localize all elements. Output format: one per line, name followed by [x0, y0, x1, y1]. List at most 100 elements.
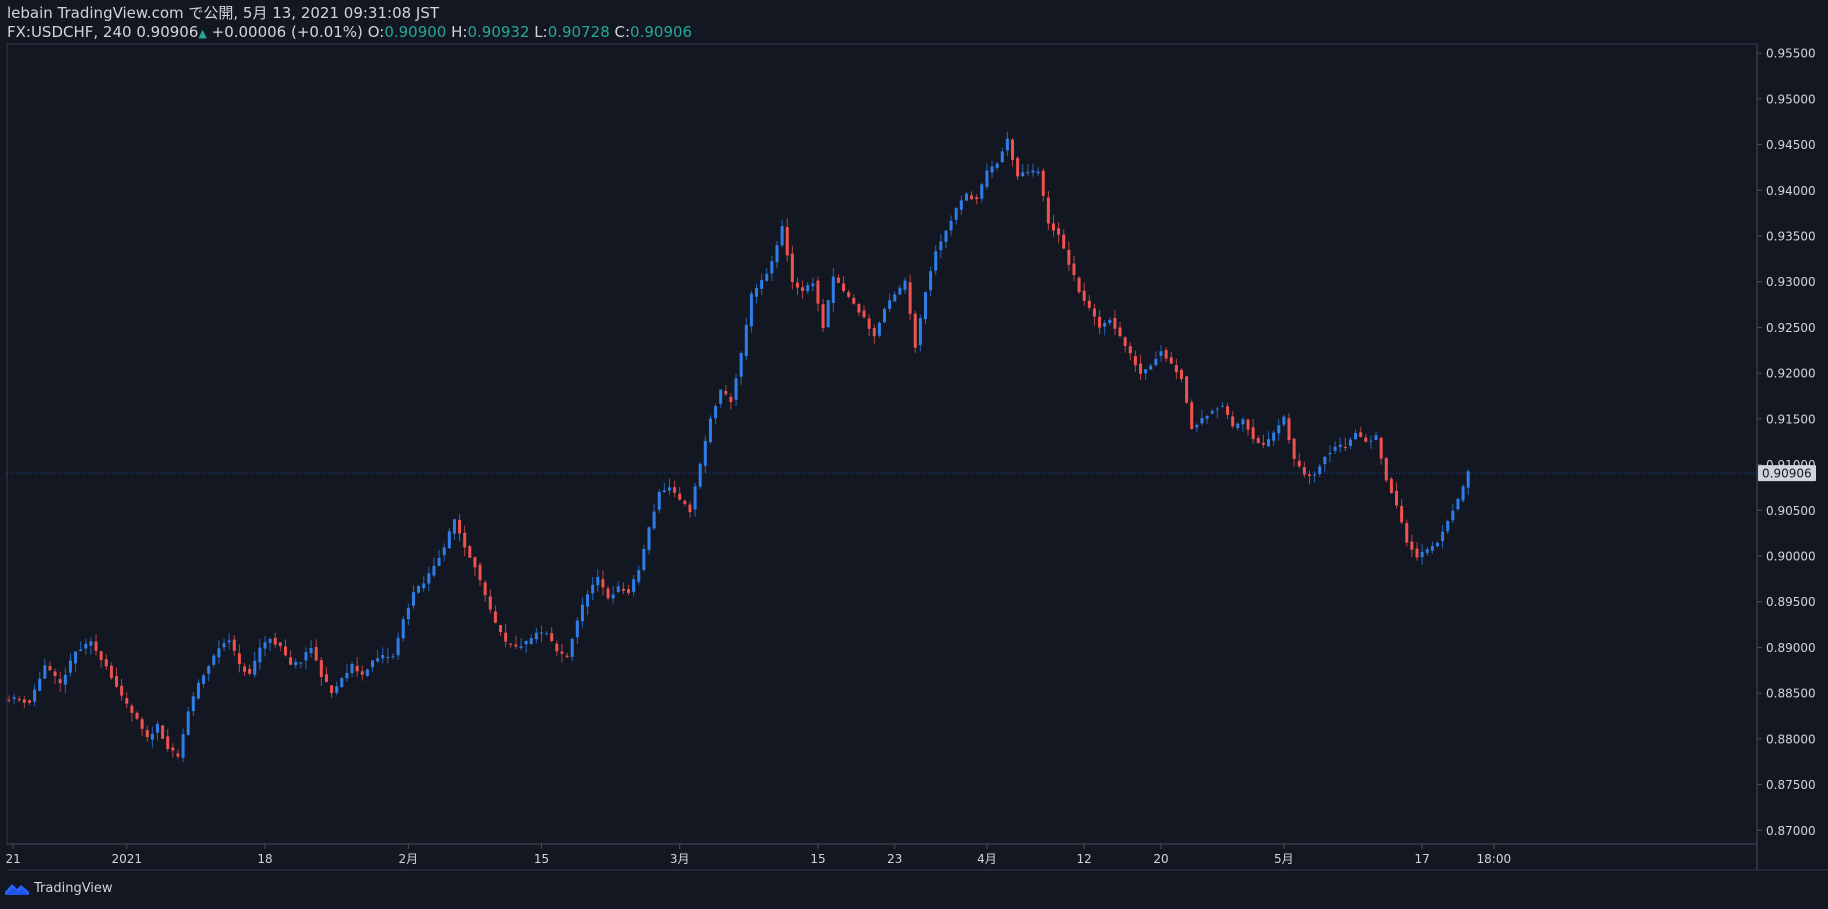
candle-body [1338, 444, 1342, 447]
candle-body [555, 643, 559, 652]
candle-body [857, 304, 861, 313]
candle-body [258, 647, 262, 663]
candle-body [509, 643, 513, 645]
candle-body [1343, 447, 1347, 449]
candle-body [673, 487, 677, 493]
candle-body [1000, 151, 1004, 163]
candle-body [130, 705, 134, 713]
candle-body [1082, 290, 1086, 301]
candle-body [1051, 223, 1055, 231]
candle-body [1016, 157, 1020, 177]
candle-body [1282, 416, 1286, 425]
candle-body [642, 548, 646, 570]
candle-body [1026, 172, 1030, 174]
candle-body [63, 674, 67, 685]
candle-body [1430, 546, 1434, 551]
candle-body [821, 304, 825, 329]
candle-body [406, 608, 410, 620]
brand-name[interactable]: TradingView [34, 880, 113, 896]
candle-body [1164, 350, 1168, 359]
candle-body [667, 487, 671, 491]
candle-body [949, 220, 953, 231]
candle-body [529, 638, 533, 644]
price-tick-label: 0.93500 [1766, 230, 1816, 244]
candle-body [1297, 460, 1301, 467]
price-tick-label: 0.87000 [1766, 824, 1816, 838]
candle-body [1446, 521, 1450, 532]
time-axis[interactable]: 21 2021 18 2月 15 3月 15 23 4月 12 20 5月 17 18:00 [5, 844, 1511, 866]
candle-body [534, 632, 538, 640]
candle-body [1348, 439, 1352, 446]
candle-body [483, 582, 487, 596]
candle-body [1149, 365, 1153, 370]
candle-body [765, 273, 769, 281]
price-tick-label: 0.95500 [1766, 47, 1816, 61]
candle-body [294, 661, 298, 666]
candle-body [104, 659, 108, 667]
candle-body [155, 724, 159, 733]
candle-body [923, 292, 927, 320]
candle-body [176, 753, 180, 757]
chart-header: lebain TradingView.com で公開, 5月 13, 2021 … [7, 4, 692, 43]
candle-body [852, 297, 856, 304]
close-value: 0.90906 [630, 23, 693, 41]
candle-body [371, 660, 375, 668]
price-axis[interactable]: 0.95500 0.95000 0.94500 0.94000 0.93500 0.930… [1757, 47, 1816, 838]
high-label: H: [451, 23, 468, 41]
last-price-tag-label: 0.90906 [1762, 467, 1812, 481]
candle-body [806, 285, 810, 292]
plot-area[interactable] [6, 43, 1758, 845]
candles [7, 131, 1470, 762]
candle-body [1179, 369, 1183, 380]
candle-body [1159, 351, 1163, 356]
candle-body [283, 646, 287, 656]
candle-body [1154, 358, 1158, 366]
last-price-tag: 0.90906 [1758, 465, 1816, 482]
candle-body [99, 651, 103, 661]
candle-body [867, 318, 871, 329]
symbol-label[interactable]: FX:USDCHF, 240 [7, 23, 132, 41]
time-tick-label: 20 [1153, 852, 1168, 866]
candle-body [1354, 432, 1358, 440]
candle-body [1461, 486, 1465, 501]
candle-body [1031, 170, 1035, 173]
candle-body [335, 686, 339, 693]
candle-body [43, 665, 47, 679]
candle-body [1062, 234, 1066, 249]
tradingview-logo-icon [5, 884, 29, 895]
candle-body [1046, 197, 1050, 224]
time-tick-label: 2021 [111, 852, 142, 866]
candle-body [842, 283, 846, 292]
candle-body [575, 620, 579, 638]
time-tick-label: 3月 [670, 852, 690, 866]
candle-body [309, 647, 313, 654]
candle-body [360, 671, 364, 675]
candle-body [570, 638, 574, 657]
candle-body [53, 671, 57, 676]
candle-body [417, 586, 421, 593]
candle-body [1169, 357, 1173, 364]
candle-body [268, 638, 272, 643]
candle-body [330, 685, 334, 694]
candle-body [1374, 435, 1378, 440]
low-label: L: [534, 23, 548, 41]
candle-body [632, 579, 636, 592]
candle-body [703, 440, 707, 466]
price-tick-label: 0.88000 [1766, 732, 1816, 746]
candle-body [964, 193, 968, 201]
candle-body [340, 678, 344, 688]
candle-body [125, 698, 129, 704]
candle-body [222, 643, 226, 648]
price-tick-label: 0.95000 [1766, 92, 1816, 106]
candle-body [714, 406, 718, 419]
candle-body [237, 653, 241, 665]
candle-body [1139, 363, 1143, 374]
candle-body [1389, 478, 1393, 494]
candle-body [89, 641, 93, 646]
candle-body [1215, 408, 1219, 410]
candle-body [355, 665, 359, 672]
candle-body [790, 253, 794, 282]
up-arrow-icon: ▲ [198, 27, 207, 40]
candle-body [432, 565, 436, 576]
